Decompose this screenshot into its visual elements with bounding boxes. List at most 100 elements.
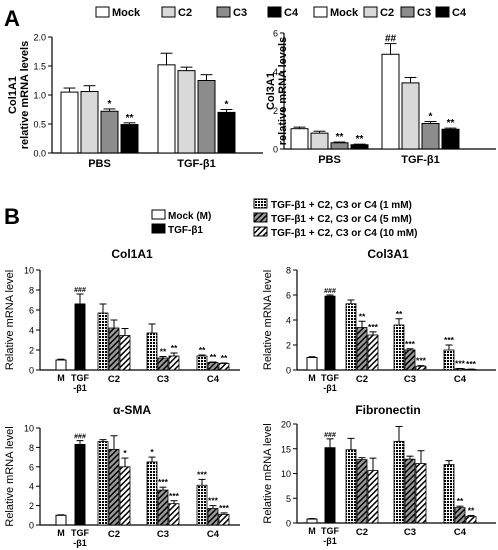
y-tick-label: 5 (286, 494, 291, 504)
significance-label: ** (336, 132, 344, 143)
significance-label: *** (444, 335, 455, 345)
x-control-label: M (308, 526, 316, 536)
significance-label: ** (468, 506, 475, 516)
bar (196, 355, 208, 371)
x-control-label: -β1 (73, 538, 87, 548)
bar (330, 142, 349, 150)
legend-a-label: C3 (417, 7, 431, 19)
bar (80, 91, 99, 154)
significance-label: ** (359, 311, 366, 321)
y-tick-label: 2.0 (33, 33, 46, 43)
chart-title: α-SMA (113, 403, 151, 417)
bar (404, 458, 416, 524)
significance-label: ### (74, 434, 86, 441)
y-axis-label: Relative mRNA level (262, 270, 274, 370)
x-group-label: C3 (157, 374, 169, 385)
y-tick-label: 8 (29, 443, 34, 453)
bar (197, 80, 216, 154)
significance-label: ** (457, 496, 464, 506)
x-group-label: C4 (454, 374, 467, 385)
legend-b-swatch (151, 223, 166, 234)
chart-title: Col3A1 (367, 247, 409, 261)
x-group-label: TGF-β1 (401, 154, 440, 166)
x-control-label: M (57, 373, 65, 383)
chart-title: Col1A1 (111, 247, 153, 261)
x-control-label: TGF (321, 526, 339, 536)
y-tick-label: 1.0 (33, 91, 46, 101)
x-group-label: C3 (157, 529, 169, 540)
legend-a-label: Mock (112, 7, 141, 19)
y-tick-label: 0 (286, 519, 291, 529)
y-tick-label: 0 (29, 521, 34, 531)
bar (415, 365, 427, 371)
x-group-label: PBS (88, 158, 111, 170)
significance-label: *** (455, 359, 466, 369)
x-group-label: C2 (108, 374, 120, 385)
y-tick-label: 6 (273, 29, 278, 39)
bar (207, 508, 219, 526)
legend-b-swatch (253, 226, 268, 237)
y-tick-label: 0.5 (33, 120, 46, 130)
bar (356, 327, 368, 371)
significance-label: ### (74, 287, 86, 294)
y-tick-label: 2 (29, 501, 34, 511)
bar (218, 363, 230, 371)
y-tick-label: 1.5 (33, 62, 46, 72)
bar (157, 64, 176, 154)
y-tick-label: 6 (29, 306, 34, 316)
legend-b-label: Mock (M) (168, 211, 211, 222)
legend-a-swatch (400, 6, 415, 18)
legend-a-label: C3 (233, 7, 247, 19)
x-group-label: C4 (207, 374, 220, 385)
y-axis-label: Relative mRNA level (262, 423, 274, 523)
bar (356, 459, 368, 524)
y-tick-label: 15 (281, 444, 291, 454)
x-group-label: C4 (207, 529, 220, 540)
y-axis-label: relative mRNA levels (277, 37, 289, 145)
y-tick-label: 2 (29, 346, 34, 356)
significance-label: ** (396, 309, 403, 319)
y-tick-label: 8 (29, 286, 34, 296)
bar (421, 122, 440, 150)
y-tick-label: 10 (24, 266, 34, 276)
x-group-label: C3 (404, 527, 416, 538)
bar (55, 359, 67, 371)
bar (74, 443, 86, 526)
bar (100, 110, 119, 154)
bar (146, 332, 158, 371)
significance-label: *** (219, 503, 230, 513)
y-tick-label: 4 (286, 316, 291, 326)
significance-label: ** (126, 113, 134, 124)
significance-label: ** (160, 347, 167, 357)
y-tick-label: 0.0 (33, 149, 46, 159)
bar (381, 53, 400, 150)
legend-b-swatch (253, 212, 268, 223)
legend-b-swatch (253, 198, 268, 209)
x-group-label: C2 (356, 374, 368, 385)
y-tick-label: 6 (286, 291, 291, 301)
significance-label: ** (447, 118, 455, 129)
x-control-label: M (57, 528, 65, 538)
legend-a-label: Mock (330, 7, 359, 19)
significance-label: *** (416, 356, 427, 366)
significance-label: * (225, 100, 229, 111)
x-control-label: -β1 (73, 383, 87, 393)
legend-b-swatch (151, 209, 166, 220)
bar (157, 489, 169, 526)
x-group-label: C3 (404, 374, 416, 385)
legend-a-swatch (267, 6, 282, 18)
legend-a-swatch (313, 6, 328, 18)
y-tick-label: 8 (286, 266, 291, 276)
x-group-label: C4 (454, 527, 467, 538)
x-control-label: -β1 (323, 383, 337, 393)
x-group-label: PBS (318, 154, 341, 166)
y-tick-label: 2 (286, 341, 291, 351)
y-axis-label: Relative mRNA level (4, 426, 16, 526)
significance-label: ### (324, 432, 336, 439)
panel-a-letter: A (4, 6, 20, 31)
legend-a-label: C2 (380, 7, 394, 19)
bar (108, 327, 120, 371)
y-tick-label: 0 (29, 366, 34, 376)
significance-label: ## (385, 34, 397, 45)
